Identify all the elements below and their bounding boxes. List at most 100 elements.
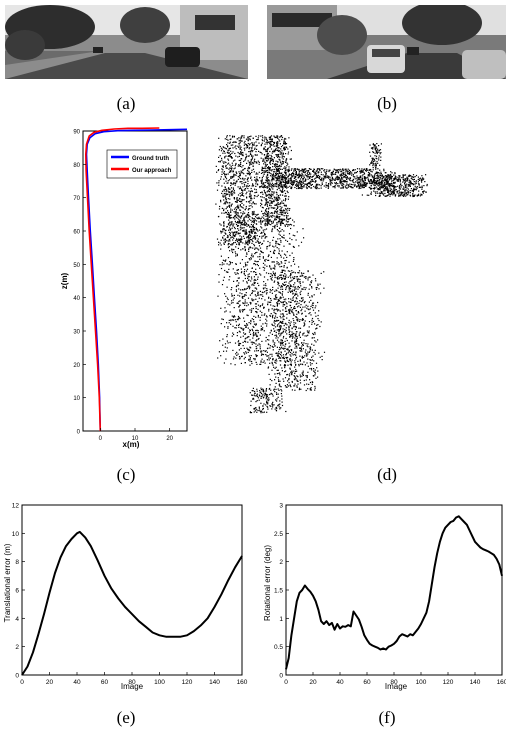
cloud-point	[266, 211, 268, 213]
cloud-point	[239, 165, 241, 167]
cloud-point	[239, 358, 241, 360]
cloud-point	[256, 139, 258, 141]
cloud-point	[372, 175, 374, 177]
cloud-point	[414, 188, 416, 190]
cloud-point	[293, 175, 295, 177]
cloud-point	[308, 309, 310, 311]
cloud-point	[233, 226, 236, 228]
cloud-point	[220, 239, 222, 241]
cloud-point	[317, 174, 320, 176]
cloud-point	[241, 238, 243, 240]
cloud-point	[332, 186, 334, 188]
cloud-point	[231, 248, 233, 250]
cloud-point	[269, 347, 271, 349]
cloud-point	[270, 224, 272, 226]
cloud-point	[236, 172, 238, 174]
cloud-point	[341, 177, 343, 179]
cloud-point	[386, 182, 388, 184]
cloud-point	[260, 396, 262, 398]
cloud-point	[263, 306, 265, 308]
cloud-point	[421, 187, 423, 189]
cloud-point	[272, 177, 274, 179]
cloud-point	[292, 219, 294, 221]
cloud-point	[263, 197, 265, 199]
cloud-point	[234, 141, 236, 143]
cloud-point	[412, 188, 414, 191]
cloud-point	[227, 182, 229, 184]
cloud-point	[373, 178, 375, 180]
cloud-point	[289, 288, 292, 290]
cloud-point	[370, 182, 372, 185]
cloud-point	[229, 240, 231, 242]
cloud-point	[382, 180, 384, 182]
cloud-point	[269, 197, 271, 199]
cloud-point	[286, 183, 288, 185]
cloud-point	[254, 278, 256, 281]
cloud-point	[246, 337, 248, 339]
cloud-point	[251, 148, 253, 150]
cloud-point	[295, 326, 297, 328]
cloud-point	[249, 360, 251, 362]
cloud-point	[297, 295, 299, 297]
cloud-point	[393, 182, 395, 184]
cloud-point	[340, 181, 342, 183]
cloud-point	[359, 170, 361, 172]
cloud-point	[406, 187, 408, 189]
cloud-point	[235, 213, 237, 215]
cloud-point	[273, 281, 275, 283]
cloud-point	[286, 158, 288, 160]
cloud-point	[266, 204, 268, 206]
cloud-point	[282, 320, 284, 322]
cloud-point	[399, 188, 401, 190]
cloud-point	[235, 214, 237, 216]
cloud-point	[282, 189, 284, 191]
cloud-point	[257, 344, 259, 346]
cloud-point	[277, 276, 279, 278]
cloud-point	[264, 234, 266, 236]
cloud-point	[351, 186, 353, 188]
cloud-point	[251, 190, 253, 192]
cloud-point	[390, 176, 392, 178]
cloud-point	[279, 221, 281, 223]
cloud-point	[236, 272, 238, 274]
cloud-point	[293, 246, 295, 248]
cloud-point	[282, 301, 284, 303]
cloud-point	[271, 180, 273, 182]
cloud-point	[290, 274, 292, 276]
cloud-point	[376, 179, 378, 181]
cloud-point	[233, 333, 235, 336]
cloud-point	[221, 192, 223, 194]
cloud-point	[359, 177, 361, 179]
cloud-point	[255, 274, 257, 276]
cloud-point	[230, 244, 232, 246]
cloud-point	[254, 203, 256, 205]
cloud-point	[278, 187, 281, 189]
cloud-point	[400, 193, 402, 195]
cloud-point	[280, 286, 282, 288]
cloud-point	[222, 229, 224, 231]
cloud-point	[276, 189, 278, 191]
cloud-point	[218, 149, 220, 151]
cloud-point	[261, 235, 263, 237]
cloud-point	[393, 185, 396, 187]
cloud-point	[221, 212, 223, 214]
cloud-point	[340, 171, 342, 173]
cloud-point	[274, 359, 276, 362]
cloud-point	[265, 176, 267, 178]
cloud-point	[247, 138, 249, 140]
cloud-point	[237, 247, 239, 249]
cloud-point	[230, 320, 232, 322]
cloud-point	[410, 188, 412, 190]
cloud-point	[291, 389, 293, 391]
cloud-point	[360, 184, 362, 186]
cloud-point	[277, 222, 279, 224]
cloud-point	[247, 351, 249, 353]
cloud-point	[269, 137, 272, 139]
cloud-point	[362, 183, 364, 185]
cloud-point	[268, 207, 270, 209]
cloud-point	[236, 231, 238, 233]
cloud-point	[264, 136, 266, 138]
cloud-point	[303, 384, 306, 386]
cloud-point	[244, 262, 246, 264]
cloud-point	[248, 250, 250, 252]
